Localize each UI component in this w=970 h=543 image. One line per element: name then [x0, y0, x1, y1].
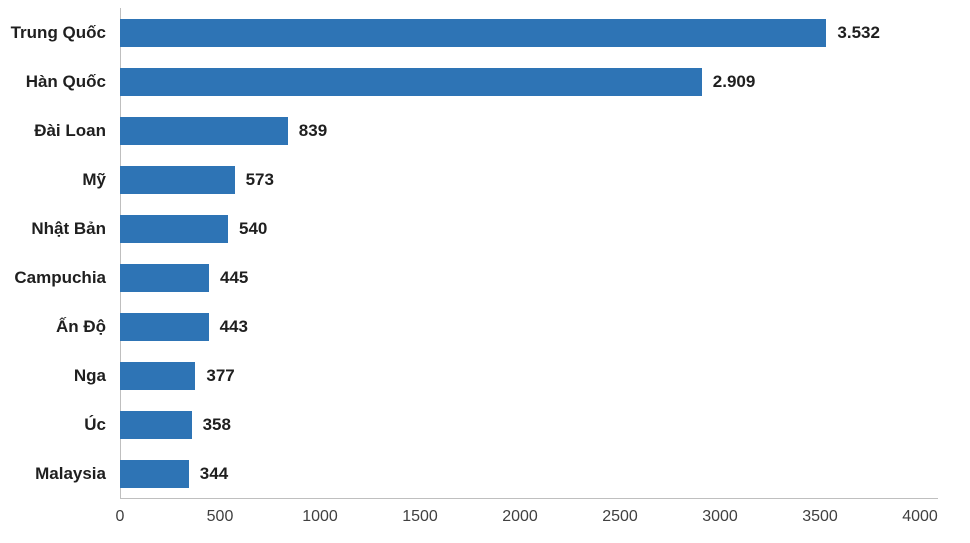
category-label: Mỹ: [82, 169, 106, 189]
bar: [120, 410, 192, 439]
bar: [120, 459, 189, 488]
bar-row: Trung Quốc 3.532: [0, 8, 970, 57]
bar: [120, 361, 196, 390]
bar: [120, 116, 288, 145]
bar: [120, 312, 209, 341]
value-label: 377: [206, 365, 235, 385]
bar: [120, 263, 209, 292]
category-label: Úc: [84, 414, 106, 434]
value-label: 3.532: [837, 22, 880, 42]
x-tick-label: 2500: [602, 508, 638, 525]
category-label: Campuchia: [14, 267, 106, 287]
bar-rows: Trung Quốc 3.532 Hàn Quốc 2.909 Đài Loan 839 M…: [0, 8, 970, 498]
bar-row: Malaysia 344: [0, 449, 970, 498]
value-label: 445: [220, 267, 249, 287]
bar-row: Nga 377: [0, 351, 970, 400]
value-label: 839: [298, 120, 328, 140]
category-label: Nga: [73, 365, 106, 385]
category-label: Nhật Bản: [31, 218, 106, 238]
x-tick-label: 4000: [902, 508, 938, 525]
bar-row: Mỹ 573: [0, 155, 970, 204]
x-tick-label: 1500: [402, 508, 438, 525]
bar: [120, 18, 827, 47]
bar-row: Campuchia 445: [0, 253, 970, 302]
bar-row: Đài Loan 839: [0, 106, 970, 155]
bar-row: Ấn Độ 443: [0, 302, 970, 351]
category-label: Hàn Quốc: [25, 71, 106, 91]
x-tick-label: 3500: [802, 508, 838, 525]
x-tick-label: 1000: [302, 508, 338, 525]
value-label: 573: [245, 169, 274, 189]
bar-row: Nhật Bản 540: [0, 204, 970, 253]
category-label: Đài Loan: [34, 120, 106, 140]
category-label: Trung Quốc: [10, 22, 106, 42]
x-tick-label: 500: [206, 508, 234, 525]
bar: [120, 214, 228, 243]
bar: [120, 67, 702, 96]
category-label: Ấn Độ: [55, 316, 106, 336]
value-label: 2.909: [712, 71, 756, 91]
x-tick-label: 2000: [502, 508, 538, 525]
y-axis-line: [120, 8, 121, 498]
x-axis-line: [120, 498, 938, 499]
value-label: 344: [199, 463, 229, 483]
value-label: 540: [239, 218, 268, 238]
x-tick-label: 3000: [702, 508, 738, 525]
x-axis: 0 500 1000 1500 2000 2500 3000 3500 4000: [116, 508, 938, 532]
x-tick-label: 0: [115, 508, 125, 525]
bar-row: Hàn Quốc 2.909: [0, 57, 970, 106]
bar: [120, 165, 235, 194]
category-label: Malaysia: [35, 463, 106, 483]
bar-row: Úc 358: [0, 400, 970, 449]
value-label: 443: [219, 316, 248, 336]
value-label: 358: [202, 414, 231, 434]
